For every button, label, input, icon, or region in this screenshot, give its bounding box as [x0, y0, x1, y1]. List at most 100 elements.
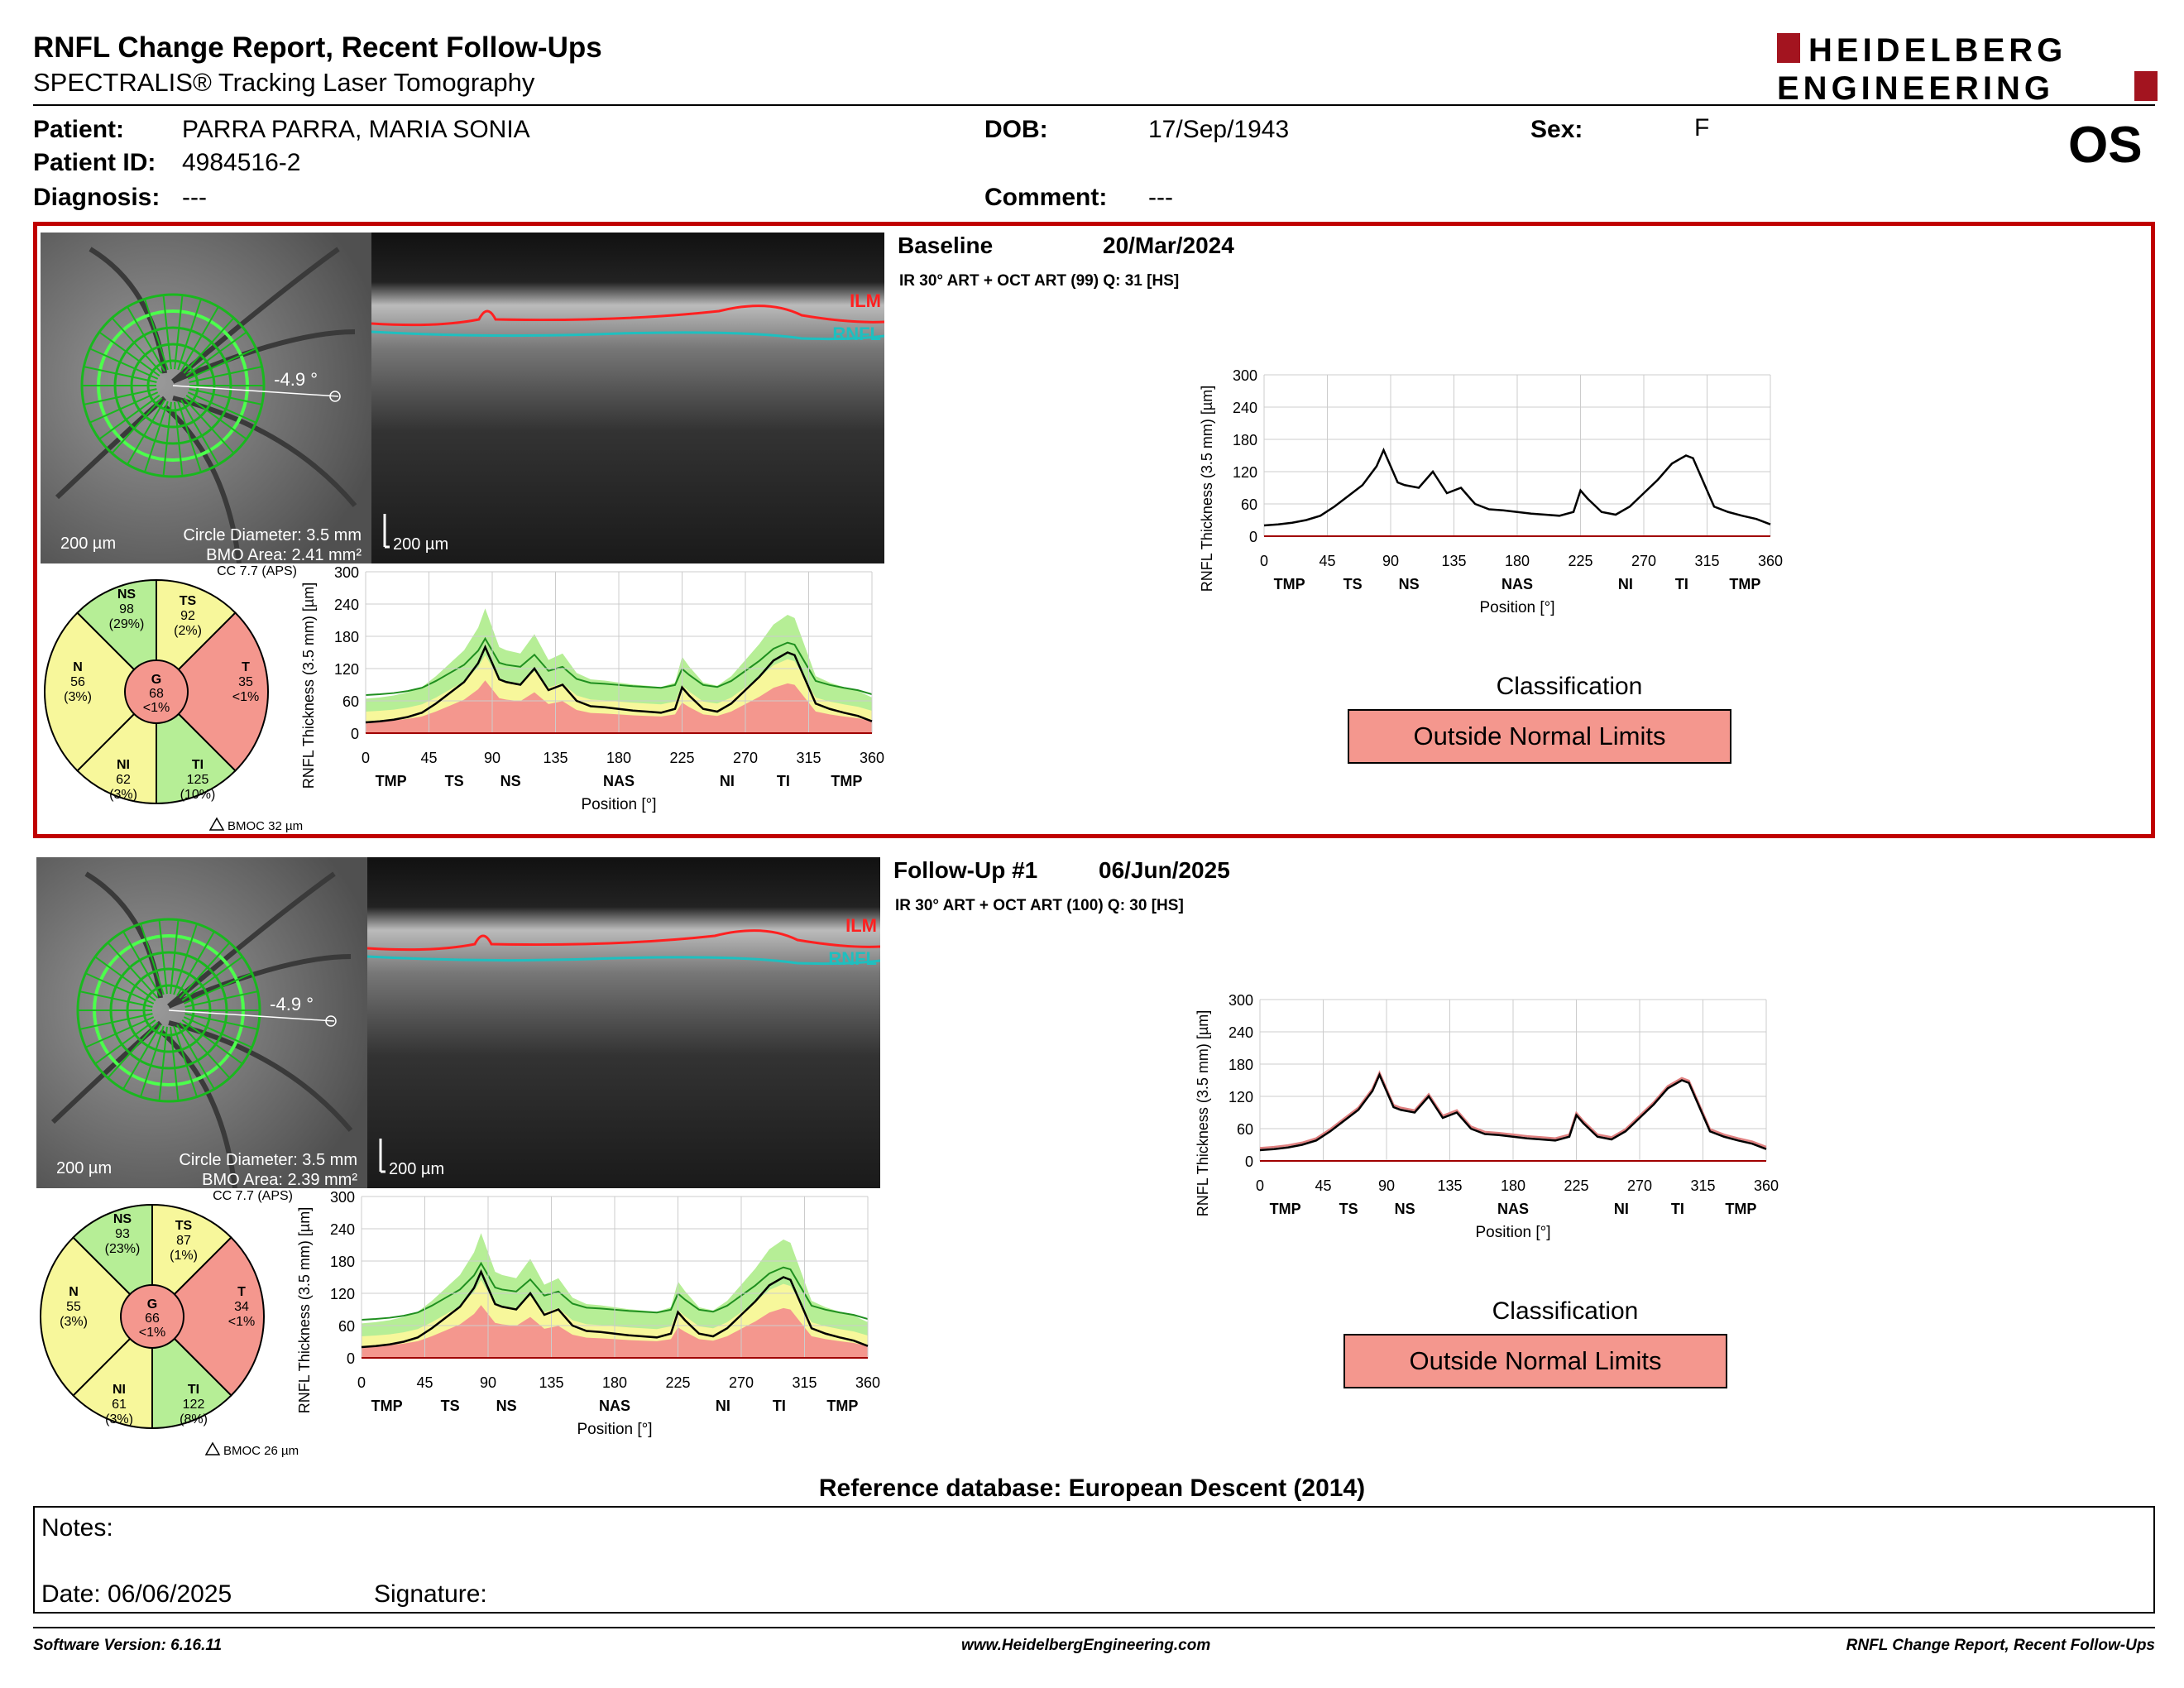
ilm-line: [371, 305, 884, 327]
svg-text:NS: NS: [500, 773, 521, 789]
svg-text:180: 180: [1505, 553, 1530, 569]
svg-text:NI: NI: [113, 1383, 126, 1397]
sector-t: [155, 611, 269, 772]
sector-ts: [156, 578, 237, 694]
sector-ns: [76, 578, 157, 694]
svg-text:(29%): (29%): [109, 617, 145, 631]
sector-ts: [151, 1203, 232, 1319]
sex-label: Sex:: [1530, 116, 1583, 143]
svg-text:TMP: TMP: [1729, 576, 1760, 592]
rnfl-profile-chart: 0 60 120 180 240 300 0 45 90 135 180 225 270 315 360 TM…: [1199, 367, 1783, 616]
svg-text:RNFL Thickness (3.5 mm) [µm]: RNFL Thickness (3.5 mm) [µm]: [1199, 386, 1215, 592]
patient-name: PARRA PARRA, MARIA SONIA: [182, 116, 530, 143]
svg-text:120: 120: [1228, 1089, 1253, 1105]
sector-global: [120, 1284, 184, 1349]
svg-text:0: 0: [357, 1374, 366, 1391]
svg-text:270: 270: [729, 1374, 754, 1391]
svg-text:315: 315: [1694, 553, 1719, 569]
ilm-label: ILM: [845, 915, 877, 936]
svg-text:270: 270: [1631, 553, 1656, 569]
svg-text:90: 90: [480, 1374, 496, 1391]
oct-scale: 200 µm: [389, 1160, 444, 1178]
classification-result: Outside Normal Limits: [1343, 1334, 1727, 1388]
svg-text:TI: TI: [192, 758, 204, 772]
angle-readout: -4.9 °: [274, 369, 318, 390]
svg-text:60: 60: [1241, 496, 1257, 513]
sector-ni: [76, 689, 157, 805]
svg-text:NS: NS: [1395, 1201, 1415, 1217]
svg-text:55: 55: [66, 1300, 81, 1314]
svg-text:ENGINEERING: ENGINEERING: [1777, 70, 2054, 103]
heidelberg-logo: HEIDELBERG ENGINEERING: [1777, 32, 2158, 103]
svg-text:135: 135: [1437, 1177, 1462, 1194]
rnfl-profile-line: [1259, 1072, 1767, 1152]
svg-text:NS: NS: [113, 1212, 132, 1226]
sector-n: [44, 611, 158, 772]
svg-text:TMP: TMP: [1270, 1201, 1301, 1217]
svg-text:360: 360: [860, 750, 884, 766]
rnfl-line: [371, 330, 884, 341]
svg-text:(3%): (3%): [60, 1315, 88, 1329]
svg-text:Position [°]: Position [°]: [581, 796, 656, 813]
exam-date: 06/Jun/2025: [1099, 857, 1230, 883]
report-subtitle: SPECTRALIS® Tracking Laser Tomography: [33, 68, 535, 97]
exam-title: Follow-Up #1: [893, 857, 1038, 883]
svg-text:135: 135: [543, 750, 568, 766]
svg-text:TI: TI: [1671, 1201, 1684, 1217]
baseline-panel: -4.9 ° 200 µm Circle Diameter: 3.5 mm BMO A…: [33, 222, 2155, 838]
svg-text:(3%): (3%): [109, 788, 137, 802]
circle-diameter: Circle Diameter: 3.5 mm: [179, 1151, 357, 1169]
svg-text:RNFL Thickness (3.5 mm) [µm]: RNFL Thickness (3.5 mm) [µm]: [300, 583, 317, 789]
svg-text:TI: TI: [1675, 576, 1688, 592]
rnfl-line: [367, 955, 880, 966]
svg-text:61: 61: [112, 1398, 127, 1412]
svg-text:60: 60: [1237, 1121, 1253, 1138]
svg-text:TS: TS: [180, 594, 197, 608]
dob-label: DOB:: [984, 116, 1048, 143]
rnfl-label: RNFL: [828, 948, 877, 969]
bmo-area: BMO Area: 2.39 mm²: [202, 1171, 357, 1188]
sector-t: [151, 1236, 265, 1397]
svg-text:0: 0: [362, 750, 370, 766]
svg-text:34: 34: [234, 1300, 249, 1314]
svg-text:45: 45: [416, 1374, 433, 1391]
sector-global: [124, 659, 189, 724]
svg-text:NI: NI: [117, 758, 130, 772]
svg-text:240: 240: [334, 597, 359, 613]
svg-text:(2%): (2%): [174, 624, 202, 638]
bmoc-readout: BMOC 26 µm: [223, 1444, 299, 1458]
software-version: Software Version: 6.16.11: [33, 1637, 223, 1654]
svg-text:180: 180: [606, 750, 631, 766]
rnfl-profile-line: [365, 644, 873, 724]
sector-ni: [72, 1314, 153, 1430]
sector-pie: CC 7.7 (APS)TS92(2%)T35<1%TI125(10%)NI62…: [44, 564, 303, 833]
svg-text:315: 315: [1690, 1177, 1715, 1194]
svg-text:225: 225: [1564, 1177, 1588, 1194]
svg-text:0: 0: [1249, 529, 1257, 545]
svg-text:240: 240: [1233, 400, 1257, 416]
svg-text:G: G: [151, 673, 161, 687]
svg-text:TMP: TMP: [826, 1398, 858, 1414]
svg-text:60: 60: [342, 693, 359, 710]
circle-diameter: Circle Diameter: 3.5 mm: [183, 526, 362, 544]
svg-text:T: T: [242, 660, 250, 674]
svg-text:TS: TS: [1339, 1201, 1358, 1217]
svg-text:135: 135: [539, 1374, 563, 1391]
svg-text:Position [°]: Position [°]: [1475, 1224, 1550, 1241]
oct-scale: 200 µm: [393, 535, 448, 554]
patient-id-label: Patient ID:: [33, 149, 156, 176]
svg-text:NS: NS: [117, 587, 136, 602]
svg-text:TMP: TMP: [1274, 576, 1305, 592]
eye-indicator: OS: [2068, 117, 2143, 174]
svg-text:N: N: [73, 660, 83, 674]
svg-text:TI: TI: [773, 1398, 786, 1414]
svg-text:180: 180: [1228, 1057, 1253, 1073]
rnfl-label: RNFL: [832, 324, 881, 344]
reference-database: Reference database: European Descent (20…: [818, 1475, 1366, 1502]
svg-text:90: 90: [1378, 1177, 1395, 1194]
svg-text:0: 0: [351, 726, 359, 742]
oct-bscan: ILM RNFL 200 µm: [367, 857, 880, 1188]
website: www.HeidelbergEngineering.com: [961, 1637, 1211, 1654]
svg-text:NAS: NAS: [603, 773, 635, 789]
svg-text:0: 0: [347, 1350, 355, 1367]
